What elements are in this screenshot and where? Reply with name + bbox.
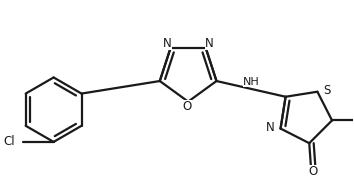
Text: NH: NH: [243, 77, 259, 87]
Text: N: N: [163, 37, 172, 50]
Text: N: N: [266, 121, 275, 134]
Text: O: O: [308, 165, 318, 178]
Text: N: N: [205, 37, 213, 50]
Text: S: S: [323, 84, 330, 97]
Text: O: O: [183, 100, 192, 113]
Text: Cl: Cl: [3, 135, 15, 148]
